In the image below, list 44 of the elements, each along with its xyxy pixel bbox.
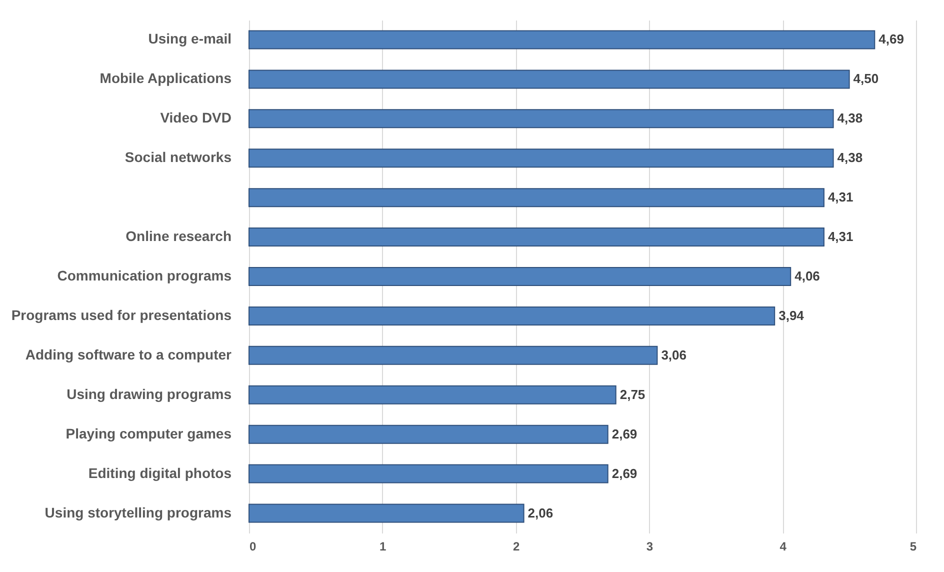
- data-label: 4,31: [828, 190, 854, 205]
- data-label: 3,06: [661, 347, 687, 362]
- y-tick-label: Adding software to a computer: [25, 346, 232, 362]
- x-tick-label: 5: [910, 540, 917, 554]
- data-label: 2,06: [528, 505, 554, 520]
- y-tick-label: Programs used for presentations: [11, 306, 232, 323]
- data-label: 4,38: [837, 150, 863, 166]
- bar: [248, 188, 824, 208]
- y-tick-label: Using drawing programs: [66, 386, 232, 402]
- bar: [248, 464, 608, 484]
- data-label: 2,69: [612, 426, 638, 442]
- x-tick-label: 3: [646, 540, 654, 554]
- bar: [248, 30, 876, 50]
- y-tick-label: Video DVD: [160, 110, 232, 126]
- bar: [248, 504, 524, 523]
- bar: [248, 267, 792, 286]
- data-label: 4,06: [794, 268, 820, 284]
- y-tick-label: Mobile Applications: [100, 70, 232, 86]
- data-label: 4,69: [878, 32, 904, 47]
- y-tick-label: Online research: [126, 228, 232, 244]
- y-tick-label: Using storytelling programs: [44, 504, 232, 520]
- y-tick-label: Editing digital photos: [88, 464, 232, 481]
- x-tick-label: 4: [780, 540, 787, 554]
- data-label: 4,38: [837, 110, 863, 126]
- bar: [248, 70, 850, 89]
- data-label: 4,50: [853, 71, 879, 86]
- x-tick-label: 1: [380, 540, 387, 554]
- bar: [248, 346, 658, 365]
- bar: [248, 228, 824, 247]
- bar: [248, 109, 834, 128]
- data-label: 3,94: [778, 308, 805, 323]
- x-tick-label: 2: [512, 540, 520, 554]
- data-label: 4,31: [828, 229, 854, 244]
- y-tick-label: Playing computer games: [66, 425, 232, 442]
- bar: [248, 385, 616, 404]
- y-tick-label: Social networks: [124, 149, 232, 166]
- y-tick-label: Using e-mail: [148, 30, 232, 47]
- y-tick-label: Communication programs: [57, 268, 232, 284]
- bar: [248, 424, 608, 444]
- x-tick-label: 0: [250, 540, 256, 554]
- bar: [248, 306, 776, 326]
- bar: [248, 148, 834, 168]
- data-label: 2,75: [620, 386, 646, 402]
- data-label: 2,69: [612, 466, 638, 481]
